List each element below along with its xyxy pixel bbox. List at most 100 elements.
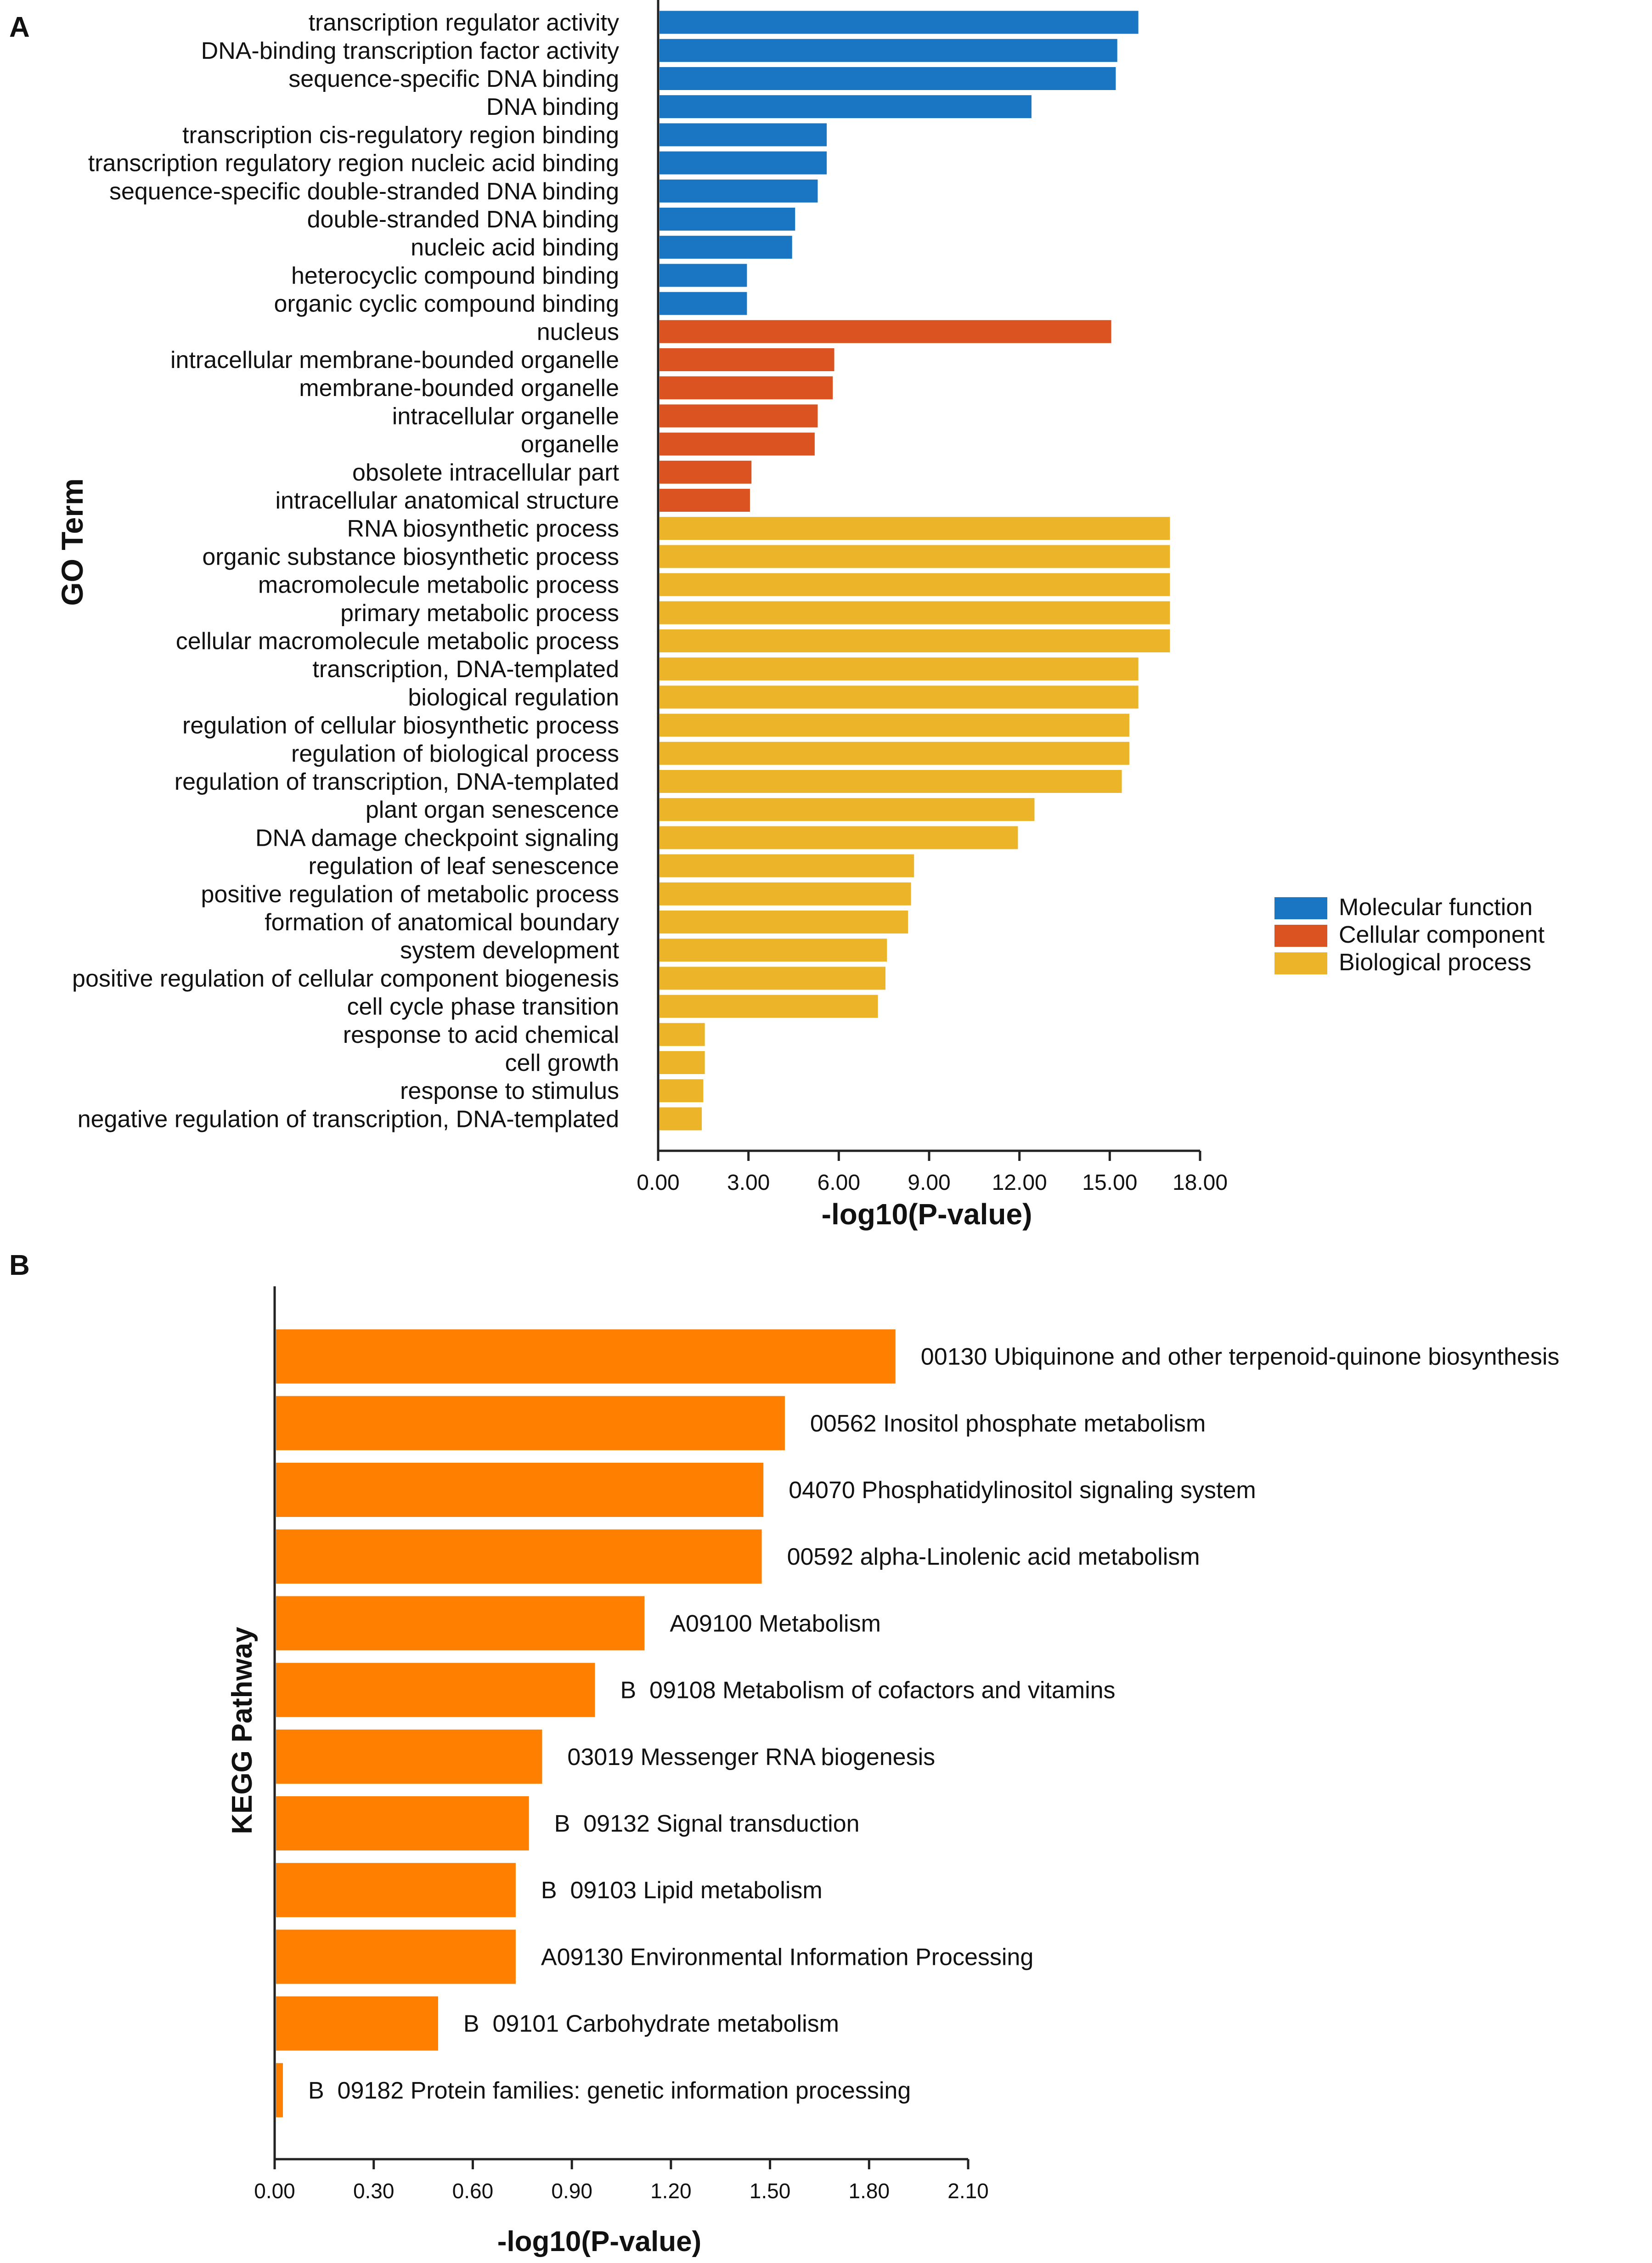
go-term-label-heterocyclic-compound-binding-9: heterocyclic compound binding: [291, 262, 619, 289]
go-term-label-intracellular-membrane-bounded-organelle-12: intracellular membrane-bounded organelle: [170, 347, 619, 373]
go-bar-transcription-cis-regulatory-region-binding-4: [660, 123, 827, 147]
go-bar-heterocyclic-compound-binding-9: [660, 264, 747, 287]
panel-a-letter: A: [9, 11, 30, 43]
kegg-pathway-label-00130-ubiquinone-and-other-terpenoid-quinone-bio-0: 00130 Ubiquinone and other terpenoid-qui…: [921, 1344, 1560, 1370]
legend-swatch-biological-process: [1274, 952, 1327, 974]
kegg-bar-a09100-metabolism-4: [276, 1596, 645, 1651]
go-term-label-response-to-stimulus-38: response to stimulus: [400, 1078, 619, 1104]
kegg-bar-b-09103-lipid-metabolism-8: [276, 1863, 516, 1918]
kegg-pathway-label-b-09182-protein-families-genetic-information-pro-11: B 09182 Protein families: genetic inform…: [308, 2077, 911, 2104]
go-bar-positive-regulation-of-cellular-component-biogen-34: [660, 967, 885, 990]
legend-swatch-molecular-function: [1274, 897, 1327, 919]
go-term-label-negative-regulation-of-transcription-dna-templat-39: negative regulation of transcription, DN…: [78, 1106, 619, 1132]
go-legend: Molecular function Cellular component Bi…: [1274, 894, 1545, 976]
go-term-label-dna-binding-3: DNA binding: [486, 94, 619, 120]
go-bar-organic-substance-biosynthetic-process-19: [660, 545, 1170, 568]
go-bar-rna-biosynthetic-process-18: [660, 517, 1170, 540]
kegg-x-tick-label-7: 2.10: [947, 2179, 989, 2203]
panel-b-letter: B: [9, 1250, 30, 1281]
kegg-pathway-label-b-09108-metabolism-of-cofactors-and-vitamins-5: B 09108 Metabolism of cofactors and vita…: [620, 1677, 1115, 1704]
go-term-label-cell-growth-37: cell growth: [505, 1050, 619, 1076]
go-term-label-nucleus-11: nucleus: [537, 319, 619, 345]
legend-swatch-cellular-component: [1274, 925, 1327, 947]
kegg-x-tick-label-6: 1.80: [849, 2179, 890, 2203]
kegg-x-tick-label-4: 1.20: [650, 2179, 692, 2203]
go-bar-dna-damage-checkpoint-signaling-29: [660, 826, 1018, 849]
go-term-label-macromolecule-metabolic-process-20: macromolecule metabolic process: [258, 572, 619, 599]
legend-label-biological-process: Biological process: [1339, 949, 1531, 976]
kegg-bar-00130-ubiquinone-and-other-terpenoid-quinone-bio-0: [276, 1329, 896, 1384]
go-bar-nucleic-acid-binding-8: [660, 236, 792, 259]
go-x-tick-label-1: 3.00: [727, 1171, 770, 1195]
go-bar-nucleus-11: [660, 320, 1111, 343]
go-bar-macromolecule-metabolic-process-20: [660, 573, 1170, 596]
go-term-labels: transcription regulator activityDNA-bind…: [72, 10, 620, 1133]
go-bar-transcription-regulatory-region-nucleic-acid-bin-5: [660, 151, 827, 175]
go-term-label-rna-biosynthetic-process-18: RNA biosynthetic process: [347, 515, 620, 542]
go-bar-obsolete-intracellular-part-16: [660, 460, 752, 484]
go-term-label-cell-cycle-phase-transition-35: cell cycle phase transition: [347, 994, 619, 1020]
kegg-x-tick-label-1: 0.30: [353, 2179, 395, 2203]
go-term-label-cellular-macromolecule-metabolic-process-22: cellular macromolecule metabolic process: [176, 628, 619, 655]
go-term-label-organic-cyclic-compound-binding-10: organic cyclic compound binding: [274, 291, 619, 317]
go-x-axis-title: -log10(P-value): [822, 1198, 1032, 1231]
go-term-label-sequence-specific-dna-binding-2: sequence-specific DNA binding: [288, 66, 619, 92]
kegg-bar-b-09108-metabolism-of-cofactors-and-vitamins-5: [276, 1663, 595, 1717]
go-bar-system-development-33: [660, 939, 887, 962]
go-bar-organic-cyclic-compound-binding-10: [660, 292, 747, 315]
go-term-label-regulation-of-biological-process-26: regulation of biological process: [291, 741, 619, 767]
kegg-pathway-label-00592-alpha-linolenic-acid-metabolism-3: 00592 alpha-Linolenic acid metabolism: [787, 1544, 1200, 1570]
go-term-label-positive-regulation-of-cellular-component-biogen-34: positive regulation of cellular componen…: [72, 965, 619, 992]
go-term-label-primary-metabolic-process-21: primary metabolic process: [340, 600, 619, 627]
go-term-label-transcription-regulatory-region-nucleic-acid-bin-5: transcription regulatory region nucleic …: [88, 150, 619, 177]
go-term-label-sequence-specific-double-stranded-dna-binding-6: sequence-specific double-stranded DNA bi…: [109, 178, 619, 205]
go-y-axis-title: GO Term: [55, 478, 89, 606]
go-term-label-regulation-of-transcription-dna-templated-27: regulation of transcription, DNA-templat…: [175, 769, 619, 795]
kegg-x-tick-label-2: 0.60: [452, 2179, 494, 2203]
go-bar-intracellular-membrane-bounded-organelle-12: [660, 348, 834, 371]
go-bar-cell-growth-37: [660, 1051, 705, 1074]
go-term-label-formation-of-anatomical-boundary-32: formation of anatomical boundary: [265, 909, 619, 936]
kegg-bar-03019-messenger-rna-biogenesis-6: [276, 1729, 542, 1784]
kegg-pathway-label-b-09103-lipid-metabolism-8: B 09103 Lipid metabolism: [541, 1877, 823, 1904]
go-bar-regulation-of-cellular-biosynthetic-process-25: [660, 713, 1129, 737]
kegg-bar-04070-phosphatidylinositol-signaling-system-2: [276, 1463, 764, 1517]
go-bar-cell-cycle-phase-transition-35: [660, 995, 878, 1018]
go-term-label-transcription-dna-templated-23: transcription, DNA-templated: [312, 656, 619, 683]
go-x-tick-label-0: 0.00: [637, 1171, 679, 1195]
go-bars: [660, 11, 1170, 1131]
go-term-label-double-stranded-dna-binding-7: double-stranded DNA binding: [307, 206, 619, 233]
go-term-label-organelle-15: organelle: [521, 431, 619, 458]
legend-label-cellular-component: Cellular component: [1339, 922, 1545, 948]
go-term-label-plant-organ-senescence-28: plant organ senescence: [366, 797, 619, 823]
go-bar-primary-metabolic-process-21: [660, 601, 1170, 624]
go-term-label-dna-binding-transcription-factor-activity-1: DNA-binding transcription factor activit…: [201, 38, 619, 64]
go-term-label-biological-regulation-24: biological regulation: [408, 684, 619, 711]
go-bar-response-to-stimulus-38: [660, 1079, 704, 1103]
go-term-label-obsolete-intracellular-part-16: obsolete intracellular part: [352, 459, 620, 486]
go-x-tick-label-3: 9.00: [908, 1171, 950, 1195]
kegg-pathway-label-04070-phosphatidylinositol-signaling-system-2: 04070 Phosphatidylinositol signaling sys…: [789, 1477, 1256, 1504]
kegg-pathway-label-b-09132-signal-transduction-7: B 09132 Signal transduction: [554, 1810, 860, 1837]
go-bar-formation-of-anatomical-boundary-32: [660, 911, 908, 933]
go-bar-negative-regulation-of-transcription-dna-templat-39: [660, 1107, 702, 1131]
go-term-label-regulation-of-cellular-biosynthetic-process-25: regulation of cellular biosynthetic proc…: [182, 713, 619, 739]
go-bar-cellular-macromolecule-metabolic-process-22: [660, 629, 1170, 652]
kegg-pathway-labels: 00130 Ubiquinone and other terpenoid-qui…: [308, 1344, 1559, 2104]
kegg-x-tick-label-0: 0.00: [254, 2179, 295, 2203]
kegg-pathway-label-a09130-environmental-information-processing-9: A09130 Environmental Information Process…: [541, 1944, 1033, 1970]
kegg-x-tick-label-5: 1.50: [750, 2179, 791, 2203]
legend-label-molecular-function: Molecular function: [1339, 894, 1533, 921]
go-x-tick-label-4: 12.00: [992, 1171, 1047, 1195]
go-term-label-transcription-cis-regulatory-region-binding-4: transcription cis-regulatory region bind…: [182, 122, 619, 148]
go-term-label-response-to-acid-chemical-36: response to acid chemical: [343, 1022, 619, 1048]
go-bar-intracellular-organelle-14: [660, 404, 818, 428]
go-bar-biological-regulation-24: [660, 685, 1139, 709]
kegg-bars: [276, 1329, 896, 2117]
go-bar-transcription-dna-templated-23: [660, 657, 1139, 681]
kegg-y-axis-title: KEGG Pathway: [226, 1627, 258, 1834]
go-term-label-positive-regulation-of-metabolic-process-31: positive regulation of metabolic process: [201, 881, 619, 908]
kegg-axes: 0.00 0.30 0.60 0.90 1.20 1.50 1.80 2.10: [254, 1286, 989, 2203]
go-bar-organelle-15: [660, 432, 815, 456]
go-term-label-transcription-regulator-activity-0: transcription regulator activity: [309, 10, 619, 36]
